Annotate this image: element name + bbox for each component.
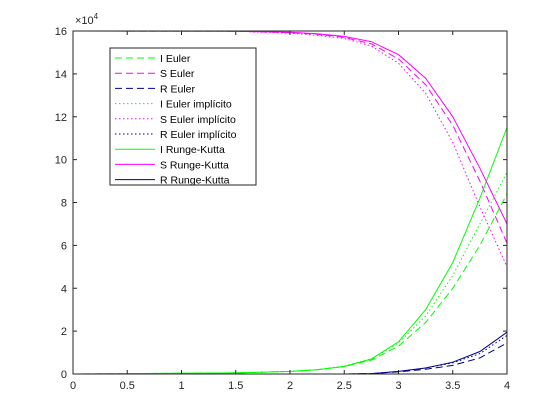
y-exponent: ×104 [75,12,99,27]
legend-label-8: R Runge-Kutta [160,175,230,187]
legend-label-7: S Runge-Kutta [160,159,229,171]
y-tick-label: 4 [61,283,67,295]
legend-label-2: R Euler [160,83,196,95]
x-tick-label: 4 [504,380,510,392]
x-tick-label: 3.5 [445,380,460,392]
x-tick-label: 1.5 [228,380,243,392]
axis-ticks [72,30,508,375]
legend-label-3: I Euler implícito [160,99,232,111]
x-tick-labels: 0 0.5 1 1.5 2 2.5 3 3.5 4 [70,380,510,392]
legend-label-4: S Euler implícito [160,114,236,126]
legend-label-5: R Euler implícito [160,129,237,141]
legend: I Euler S Euler R Euler I Euler implícito S … [109,47,257,187]
series-line-7 [72,30,508,225]
y-tick-label: 12 [55,112,67,124]
x-tick-label: 0 [70,380,76,392]
x-tick-label: 3 [395,380,401,392]
y-tick-label: 8 [61,198,67,210]
series-line-5 [73,334,508,375]
y-tick-label: 14 [55,69,67,81]
legend-label-0: I Euler [160,53,191,65]
x-tick-label: 1 [178,380,184,392]
y-tick-label: 16 [55,26,67,38]
x-tick-label: 2 [287,380,293,392]
y-tick-label: 2 [61,326,67,338]
y-tick-label: 6 [61,240,67,252]
series-line-6 [72,127,508,375]
y-tick-label: 10 [55,155,67,167]
legend-label-1: S Euler [160,68,195,80]
legend-box [109,47,257,186]
y-tick-label: 0 [61,369,67,381]
y-tick-labels: 0 2 4 6 8 10 12 14 16 [55,26,67,381]
x-tick-label: 2.5 [337,380,352,392]
legend-label-6: I Runge-Kutta [160,144,225,156]
legend-items: I Euler S Euler R Euler I Euler implícito S … [115,53,237,187]
x-tick-label: 0.5 [120,380,135,392]
